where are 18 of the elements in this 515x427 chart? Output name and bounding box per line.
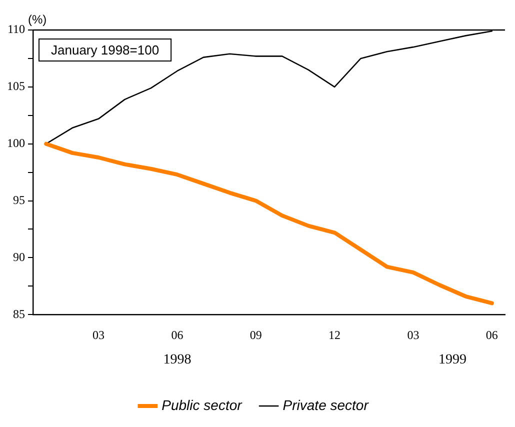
- legend-label: Public sector: [162, 396, 244, 413]
- y-tick-label: 90: [13, 250, 25, 264]
- x-tick-label: 03: [407, 328, 420, 342]
- y-tick-label: 100: [7, 136, 25, 150]
- y-tick-label: 85: [13, 306, 25, 321]
- x-tick-label: 06: [171, 328, 184, 342]
- x-tick-label: 09: [250, 328, 262, 342]
- y-tick-label: 95: [13, 192, 25, 207]
- y-axis-title: (%): [28, 12, 47, 26]
- x-tick-label: 03: [92, 328, 105, 342]
- legend-label: Private sector: [282, 396, 370, 413]
- y-tick-label: 105: [7, 79, 25, 94]
- y-tick-label: 110: [7, 22, 25, 36]
- x-tick-label: 06: [486, 328, 498, 342]
- text: 1999: [438, 352, 467, 368]
- x-tick-label: 12: [328, 328, 341, 342]
- annotation: January 1998=100: [51, 42, 160, 58]
- text: 1998: [163, 352, 192, 368]
